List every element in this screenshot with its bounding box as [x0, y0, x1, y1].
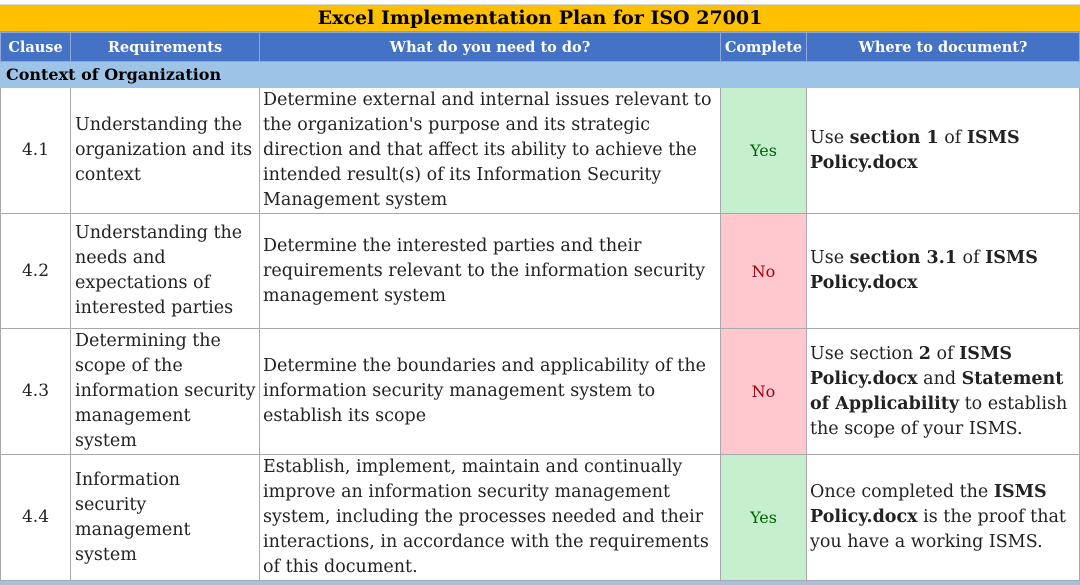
where-cell[interactable]: Use section 1 of ISMS Policy.docx: [806, 87, 1080, 214]
clause-cell[interactable]: 4.4: [0, 454, 71, 581]
table-row: 4.1 Understanding the organization and i…: [0, 87, 1080, 214]
clause-cell[interactable]: 4.2: [0, 213, 71, 329]
where-text: of: [930, 343, 960, 364]
header-row: Clause Requirements What do you need to …: [0, 32, 1080, 62]
what-cell[interactable]: Determine the interested parties and the…: [259, 213, 721, 329]
table-row: 4.3 Determining the scope of the informa…: [0, 328, 1080, 455]
what-cell[interactable]: Determine external and internal issues r…: [259, 87, 721, 214]
where-bold: ISMS Policy.docx: [810, 343, 1012, 389]
complete-cell[interactable]: No: [720, 328, 807, 455]
where-bold: 2: [918, 343, 931, 364]
where-text: Use section: [810, 343, 919, 364]
where-cell[interactable]: Use section 2 of ISMS Policy.docx and St…: [806, 328, 1080, 455]
requirement-cell[interactable]: Understanding the organization and its c…: [70, 87, 260, 214]
header-requirements[interactable]: Requirements: [70, 32, 260, 62]
sheet-title[interactable]: Excel Implementation Plan for ISO 27001: [0, 5, 1080, 32]
where-text: Use: [810, 127, 850, 148]
where-bold: Statement of Applicability: [810, 368, 1064, 414]
clause-cell[interactable]: 4.1: [0, 87, 71, 214]
top-row-strip: [0, 0, 1080, 5]
requirement-cell[interactable]: Understanding the needs and expectations…: [70, 213, 260, 329]
where-bold: section 1: [849, 127, 939, 148]
where-text: Once completed the: [810, 482, 994, 502]
header-clause[interactable]: Clause: [0, 32, 71, 62]
where-cell[interactable]: Use section 3.1 of ISMS Policy.docx: [806, 213, 1080, 329]
where-text: of: [938, 127, 967, 148]
where-bold: ISMS Policy.docx: [810, 248, 1038, 293]
where-bold: section 3.1: [849, 248, 957, 268]
where-bold: ISMS Policy.docx: [810, 482, 1047, 527]
section-row: Context of Organization: [0, 61, 1080, 88]
table-row: 4.4 Information security management syst…: [0, 454, 1080, 581]
header-where[interactable]: Where to document?: [806, 32, 1080, 62]
complete-cell[interactable]: Yes: [720, 454, 807, 581]
implementation-plan-table: Clause Requirements What do you need to …: [0, 32, 1080, 581]
section-label[interactable]: Context of Organization: [0, 61, 1080, 88]
clause-cell[interactable]: 4.3: [0, 328, 71, 455]
where-bold: ISMS Policy.docx: [810, 127, 1020, 173]
what-cell[interactable]: Determine the boundaries and applicabili…: [259, 328, 721, 455]
where-text: is the proof that you have a working ISM…: [810, 507, 1066, 552]
requirement-cell[interactable]: Information security management system: [70, 454, 260, 581]
what-cell[interactable]: Establish, implement, maintain and conti…: [259, 454, 721, 581]
where-text: and: [917, 368, 962, 389]
table-row: 4.2 Understanding the needs and expectat…: [0, 213, 1080, 329]
where-cell[interactable]: Once completed the ISMS Policy.docx is t…: [806, 454, 1080, 581]
header-what[interactable]: What do you need to do?: [259, 32, 721, 62]
where-text: of: [956, 248, 986, 268]
complete-cell[interactable]: Yes: [720, 87, 807, 214]
where-text: to establish the scope of your ISMS.: [810, 393, 1068, 439]
next-section-strip: [0, 581, 1080, 585]
complete-cell[interactable]: No: [720, 213, 807, 329]
requirement-cell[interactable]: Determining the scope of the information…: [70, 328, 260, 455]
header-complete[interactable]: Complete: [720, 32, 807, 62]
where-text: Use: [810, 248, 850, 268]
